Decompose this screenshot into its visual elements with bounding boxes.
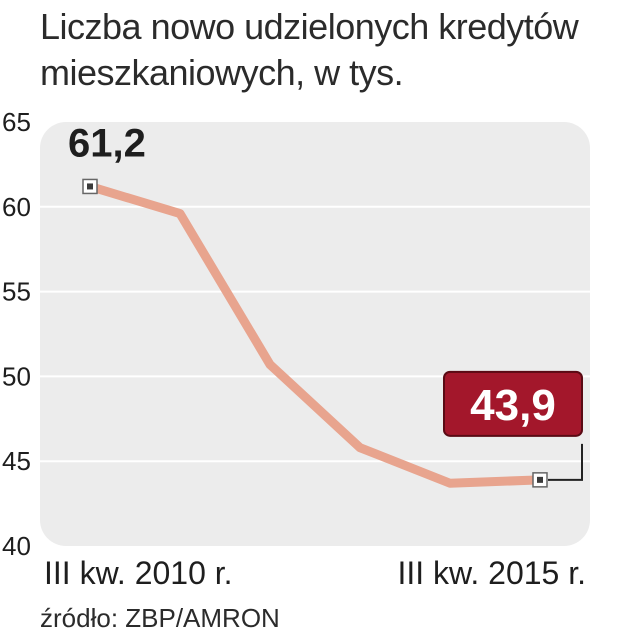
source-note: źródło: ZBP/AMRON	[40, 603, 280, 633]
y-tick-label: 50	[2, 361, 31, 391]
chart-title: Liczba nowo udzielonych kredytów mieszka…	[40, 4, 620, 96]
last-value-box	[443, 370, 583, 437]
series-line-group	[82, 178, 548, 488]
y-tick-label: 40	[2, 531, 31, 561]
y-axis-ticks: 65 60 55 50 45 40	[2, 107, 31, 561]
series-line	[85, 181, 545, 488]
chart-panel	[40, 122, 590, 546]
y-tick-label: 65	[2, 107, 31, 137]
last-value-connector	[548, 443, 583, 481]
title-line-2: mieszkaniowych, w tys.	[40, 52, 404, 93]
first-value-label: 61,2	[68, 121, 146, 165]
x-axis-labels: III kw. 2010 r. III kw. 2015 r.	[44, 555, 586, 591]
data-point-marker-center	[87, 183, 93, 190]
y-tick-label: 45	[2, 446, 31, 476]
x-label-last: III kw. 2015 r.	[397, 555, 586, 591]
y-tick-label: 55	[2, 277, 31, 307]
grid-lines	[40, 205, 590, 463]
last-value-label: 43,9	[470, 381, 556, 430]
x-label-first: III kw. 2010 r.	[44, 555, 233, 591]
data-point-marker-center	[537, 476, 543, 483]
title-line-1: Liczba nowo udzielonych kredytów	[40, 6, 579, 47]
annotations: 61,2 43,9	[68, 121, 583, 481]
y-tick-label: 60	[2, 192, 31, 222]
